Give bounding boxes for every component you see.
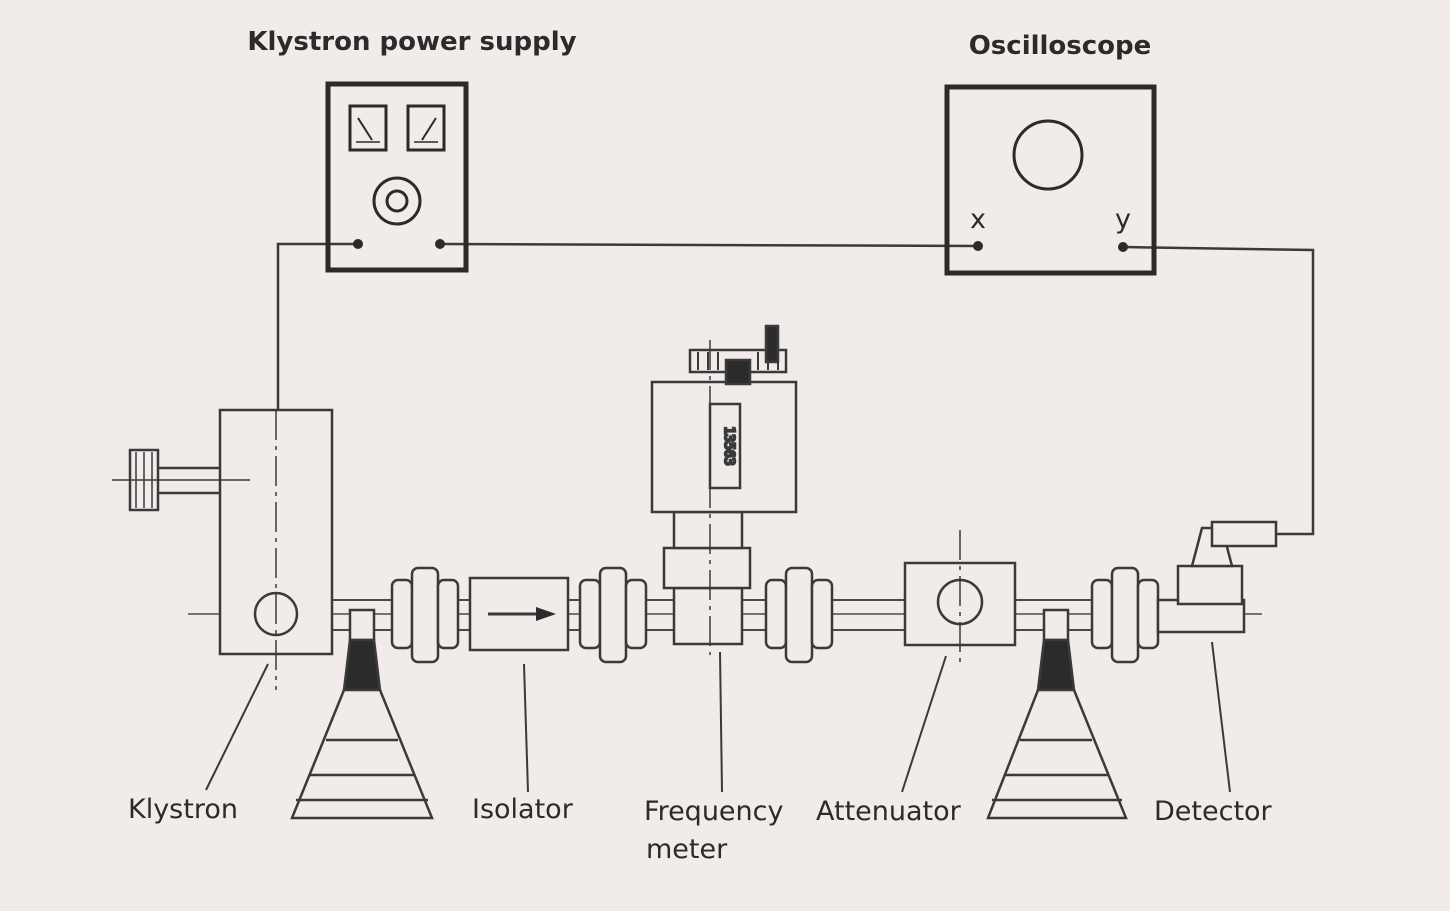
stand-base	[290, 688, 434, 820]
label-frequency-meter-line2: meter	[646, 834, 728, 865]
flange-plate	[390, 578, 414, 650]
label-detector: Detector	[1154, 796, 1273, 827]
wire-supply-to-scope-x	[439, 242, 979, 248]
wire-supply-to-klystron	[276, 242, 358, 410]
frequency-meter: 13563	[650, 324, 798, 655]
terminal-dot	[973, 241, 983, 251]
leader-lines	[205, 641, 1231, 793]
flange-plate	[624, 578, 648, 650]
terminal-dot	[435, 239, 445, 249]
wire-scope-y-to-detector	[1122, 245, 1315, 536]
terminal-y-label: y	[1115, 204, 1131, 235]
knob-center	[385, 189, 409, 213]
tuning-knob-icon	[128, 448, 160, 512]
meter-tee	[672, 586, 744, 646]
label-attenuator: Attenuator	[816, 796, 962, 827]
oscilloscope-box	[944, 84, 1157, 276]
flange-plate	[810, 578, 834, 650]
flange-plate	[764, 578, 788, 650]
label-isolator: Isolator	[472, 794, 574, 825]
detector-body	[1156, 598, 1246, 634]
stand-clamp	[1042, 608, 1070, 642]
meter-neck	[672, 510, 744, 550]
meter-icon	[406, 104, 446, 152]
knob-icon	[372, 176, 422, 226]
flange-plate	[578, 578, 602, 650]
terminal-dot	[1118, 242, 1128, 252]
scope-screen-icon	[1012, 119, 1084, 191]
flange-plate	[410, 566, 440, 664]
label-klystron: Klystron	[128, 794, 238, 825]
power-supply-title: Klystron power supply	[247, 27, 576, 57]
flange-plate	[1136, 578, 1160, 650]
wiring	[276, 242, 1315, 536]
leader-isolator	[523, 663, 529, 793]
label-frequency-meter-line1: Frequency	[644, 796, 784, 827]
flange-plate	[1090, 578, 1114, 650]
meter-collar	[662, 546, 752, 590]
oscilloscope-title: Oscilloscope	[969, 31, 1152, 61]
detector-connector	[1210, 520, 1278, 548]
flange-plate	[436, 578, 460, 650]
stand-clamp	[348, 608, 376, 642]
flange-coupling	[1090, 566, 1160, 664]
stand-neck	[1036, 638, 1076, 692]
detector	[1156, 520, 1278, 634]
meter-needle	[357, 117, 373, 141]
leader-detector	[1211, 641, 1231, 793]
detector-mount	[1176, 564, 1244, 606]
meter-icon	[348, 104, 388, 152]
klystron-output-icon	[253, 591, 299, 637]
oscilloscope	[944, 84, 1157, 276]
wheel-handle	[764, 324, 780, 364]
support-stand	[290, 608, 434, 820]
leader-klystron	[205, 663, 269, 791]
flange-plate	[784, 566, 814, 664]
leader-frequency-meter	[719, 651, 723, 793]
support-stand	[986, 608, 1128, 820]
flange-coupling	[390, 566, 460, 664]
isolator	[468, 576, 570, 652]
flange-plate	[598, 566, 628, 664]
klystron	[112, 408, 334, 690]
wheel-hub	[724, 358, 752, 386]
flange-plate	[1110, 566, 1140, 664]
terminal-dot	[353, 239, 363, 249]
arrow-head	[536, 607, 556, 621]
dial-reading: 13563	[721, 426, 736, 465]
terminal-x-label: x	[970, 204, 986, 235]
flange-coupling	[764, 566, 834, 664]
power-supply-box	[325, 81, 469, 273]
meter-needle	[421, 117, 437, 141]
attenuator	[903, 530, 1017, 665]
klystron-power-supply	[325, 81, 469, 273]
flange-coupling	[578, 566, 648, 664]
dial-window	[708, 402, 742, 490]
stand-neck	[342, 638, 382, 692]
leader-attenuator	[901, 655, 947, 793]
